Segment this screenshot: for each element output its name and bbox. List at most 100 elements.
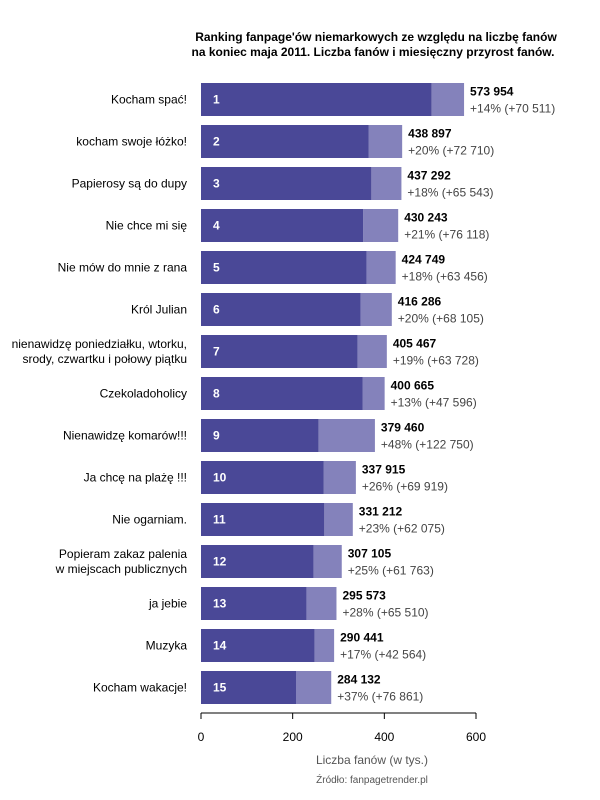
- value-label-2: 438 897: [408, 127, 452, 141]
- rank-label-11: 11: [213, 513, 226, 527]
- rank-label-8: 8: [213, 387, 220, 401]
- rank-label-7: 7: [213, 345, 220, 359]
- x-tick-label-200: 200: [283, 730, 303, 744]
- value-label-11: 331 212: [359, 505, 403, 519]
- growth-label-3: +18% (+65 543): [407, 186, 493, 200]
- x-tick-label-600: 600: [466, 730, 486, 744]
- bar-base-6: [201, 293, 361, 326]
- rank-label-13: 13: [213, 597, 227, 611]
- bar-growth-10: [323, 461, 356, 494]
- rank-label-6: 6: [213, 303, 220, 317]
- growth-label-8: +13% (+47 596): [391, 396, 477, 410]
- category-label-6: Król Julian: [131, 303, 187, 317]
- value-label-1: 573 954: [470, 85, 514, 99]
- bars-group: 1 Kocham spać! 573 954 +14% (+70 511) 2 kocha…: [12, 83, 555, 704]
- growth-label-5: +18% (+63 456): [402, 270, 488, 284]
- value-label-9: 379 460: [381, 421, 425, 435]
- value-label-14: 290 441: [340, 631, 384, 645]
- category-label-10: Ja chcę na plażę !!!: [84, 471, 187, 485]
- bar-base-14: [201, 629, 315, 662]
- bar-growth-11: [324, 503, 353, 536]
- category-label-9: Nienawidzę komarów!!!: [63, 429, 187, 443]
- bar-base-5: [201, 251, 367, 284]
- rank-label-12: 12: [213, 555, 227, 569]
- chart-title-line-2: na koniec maja 2011. Liczba fanów i mies…: [191, 45, 554, 59]
- category-label-3: Papierosy są do dupy: [72, 177, 187, 191]
- value-label-3: 437 292: [407, 169, 451, 183]
- category-label-14: Muzyka: [146, 639, 188, 653]
- growth-label-15: +37% (+76 861): [337, 690, 423, 704]
- value-label-15: 284 132: [337, 673, 381, 687]
- rank-label-15: 15: [213, 681, 227, 695]
- bar-growth-12: [313, 545, 342, 578]
- bar-growth-15: [295, 671, 332, 704]
- growth-label-2: +20% (+72 710): [408, 144, 494, 158]
- rank-label-2: 2: [213, 135, 220, 149]
- bar-base-13: [201, 587, 307, 620]
- bar-growth-8: [362, 377, 385, 410]
- bar-growth-13: [306, 587, 337, 620]
- growth-label-10: +26% (+69 919): [362, 480, 448, 494]
- bar-growth-3: [371, 167, 402, 200]
- growth-label-11: +23% (+62 075): [359, 522, 445, 536]
- rank-label-4: 4: [213, 219, 220, 233]
- bar-base-3: [201, 167, 372, 200]
- bar-growth-1: [431, 83, 465, 116]
- bar-base-9: [201, 419, 319, 452]
- x-tick-label-0: 0: [198, 730, 205, 744]
- x-axis: 0 200 400 600: [198, 712, 486, 744]
- bar-growth-2: [368, 125, 403, 158]
- category-label-12-line-1: Popieram zakaz palenia: [59, 547, 187, 561]
- rank-label-14: 14: [213, 639, 227, 653]
- bar-growth-5: [366, 251, 396, 284]
- value-label-7: 405 467: [393, 337, 437, 351]
- bar-base-11: [201, 503, 325, 536]
- growth-label-13: +28% (+65 510): [342, 606, 428, 620]
- value-label-12: 307 105: [348, 547, 392, 561]
- value-label-8: 400 665: [391, 379, 435, 393]
- bar-base-10: [201, 461, 324, 494]
- bar-growth-14: [314, 629, 335, 662]
- category-label-11: Nie ogarniam.: [112, 513, 187, 527]
- growth-label-6: +20% (+68 105): [398, 312, 484, 326]
- rank-label-5: 5: [213, 261, 220, 275]
- rank-label-10: 10: [213, 471, 227, 485]
- category-label-13: ja jebie: [148, 597, 187, 611]
- growth-label-12: +25% (+61 763): [348, 564, 434, 578]
- category-label-8: Czekoladoholicy: [100, 387, 187, 401]
- value-label-13: 295 573: [342, 589, 386, 603]
- category-label-2: kocham swoje łóżko!: [76, 135, 187, 149]
- rank-label-1: 1: [213, 93, 220, 107]
- category-label-15: Kocham wakacje!: [93, 681, 187, 695]
- bar-growth-9: [318, 419, 375, 452]
- bar-base-7: [201, 335, 358, 368]
- bar-base-8: [201, 377, 363, 410]
- bar-base-15: [201, 671, 296, 704]
- rank-label-3: 3: [213, 177, 220, 191]
- category-label-4: Nie chce mi się: [106, 219, 188, 233]
- bar-growth-7: [357, 335, 387, 368]
- x-tick-label-400: 400: [374, 730, 394, 744]
- bar-base-12: [201, 545, 314, 578]
- source-note: Źródło: fanpagetrender.pl: [316, 773, 428, 786]
- value-label-4: 430 243: [404, 211, 448, 225]
- growth-label-4: +21% (+76 118): [404, 228, 489, 242]
- category-label-1: Kocham spać!: [111, 93, 187, 107]
- rank-label-9: 9: [213, 429, 220, 443]
- bar-growth-4: [363, 209, 399, 242]
- category-label-12-line-2: w miejscach publicznych: [55, 562, 187, 576]
- bar-growth-6: [360, 293, 392, 326]
- category-label-7-line-1: nienawidzę poniedziałku, wtorku,: [12, 337, 187, 351]
- bar-base-4: [201, 209, 364, 242]
- category-label-5: Nie mów do mnie z rana: [58, 261, 188, 275]
- value-label-10: 337 915: [362, 463, 406, 477]
- growth-label-9: +48% (+122 750): [381, 438, 474, 452]
- x-axis-label: Liczba fanów (w tys.): [316, 753, 428, 767]
- value-label-6: 416 286: [398, 295, 442, 309]
- chart-title-line-1: Ranking fanpage'ów niemarkowych ze wzglę…: [195, 30, 557, 44]
- category-label-7-line-2: srody, czwartku i połowy piątku: [22, 352, 187, 366]
- value-label-5: 424 749: [402, 253, 446, 267]
- bar-base-1: [201, 83, 432, 116]
- growth-label-1: +14% (+70 511): [470, 102, 555, 116]
